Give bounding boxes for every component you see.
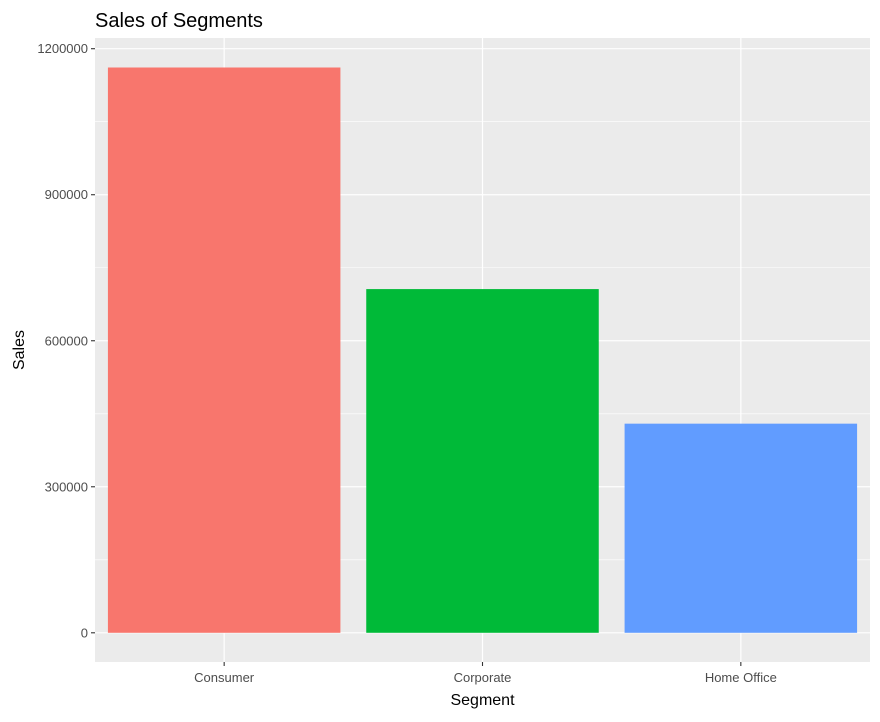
y-tick-label: 0: [81, 625, 88, 640]
bar-consumer: [107, 67, 341, 633]
y-axis-title: Sales: [11, 330, 28, 370]
x-axis-title: Segment: [450, 692, 515, 709]
y-tick-label: 300000: [45, 479, 88, 494]
bar-corporate: [366, 289, 599, 633]
x-tick-label: Home Office: [705, 670, 777, 685]
bars-group: [107, 67, 858, 633]
x-axis: Consumer Corporate Home Office: [194, 662, 777, 685]
y-tick-label: 900000: [45, 187, 88, 202]
x-tick-label: Consumer: [194, 670, 255, 685]
y-tick-label: 600000: [45, 333, 88, 348]
y-tick-label: 1200000: [37, 41, 88, 56]
bar-home-office: [624, 423, 858, 633]
x-tick-label: Corporate: [454, 670, 512, 685]
chart-title: Sales of Segments: [95, 10, 263, 32]
y-axis: 0 300000 600000 900000 1200000: [37, 41, 95, 640]
